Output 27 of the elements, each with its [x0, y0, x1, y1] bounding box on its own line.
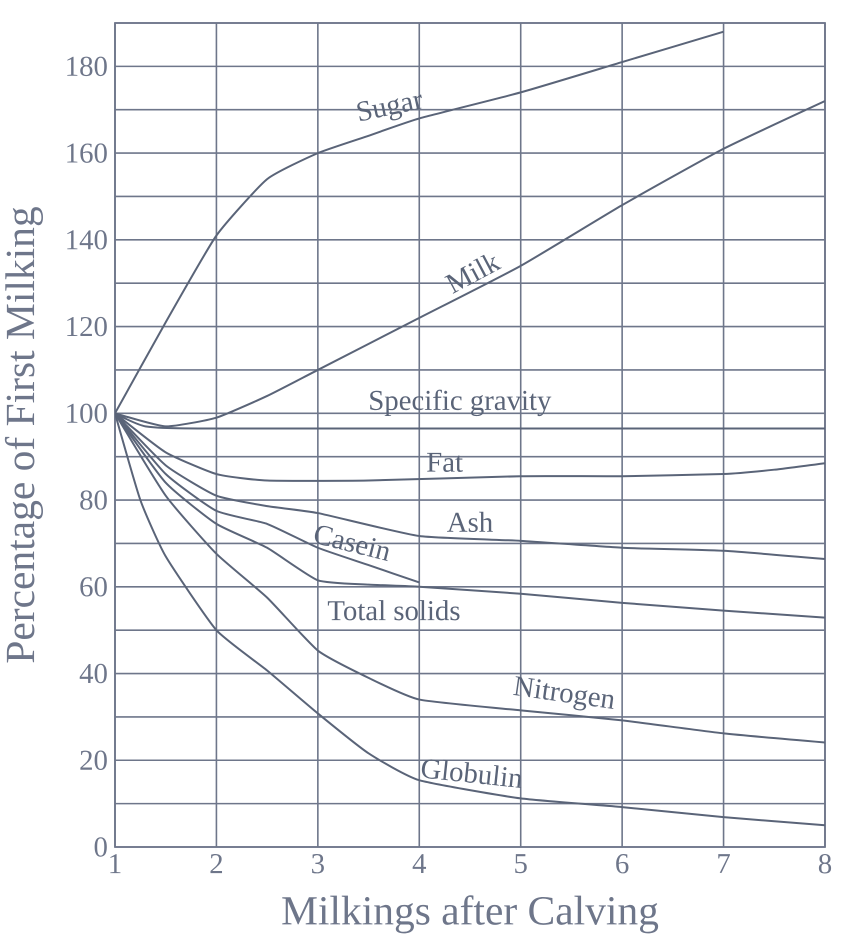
y-tick-label: 120	[67, 316, 107, 336]
y-tick-label: 40	[80, 664, 107, 684]
text: Casein	[314, 526, 388, 562]
y-tick-label: 160	[67, 143, 107, 163]
x-tick-label: 4	[412, 854, 426, 874]
x-axis-title: Milkings after Calving	[282, 895, 658, 934]
y-tick-label: 180	[67, 56, 107, 76]
text: Milk	[444, 254, 502, 294]
x-tick-label: 2	[210, 854, 222, 874]
series-label: Fat	[427, 452, 463, 472]
y-tick-label: 60	[80, 577, 107, 597]
text: Globulin	[422, 759, 522, 788]
x-tick-label: 5	[515, 854, 527, 874]
y-tick-label: 100	[67, 404, 107, 424]
series-label: Ash	[447, 512, 493, 532]
text: Sugar	[357, 94, 422, 121]
x-tick-label: 6	[616, 854, 628, 874]
y-tick-label: 80	[80, 490, 107, 510]
y-tick-label: 140	[67, 230, 107, 250]
x-tick-label: 1	[110, 854, 120, 874]
x-tick-label: 3	[312, 854, 324, 874]
x-tick-label: 7	[718, 854, 730, 873]
y-tick-label: 20	[80, 750, 107, 770]
y-tick-label: 0	[94, 837, 107, 857]
text: Nitrogen	[513, 676, 614, 710]
x-tick-label: 8	[818, 854, 832, 874]
y-axis-title: Percentage of First Milking	[4, 207, 43, 662]
